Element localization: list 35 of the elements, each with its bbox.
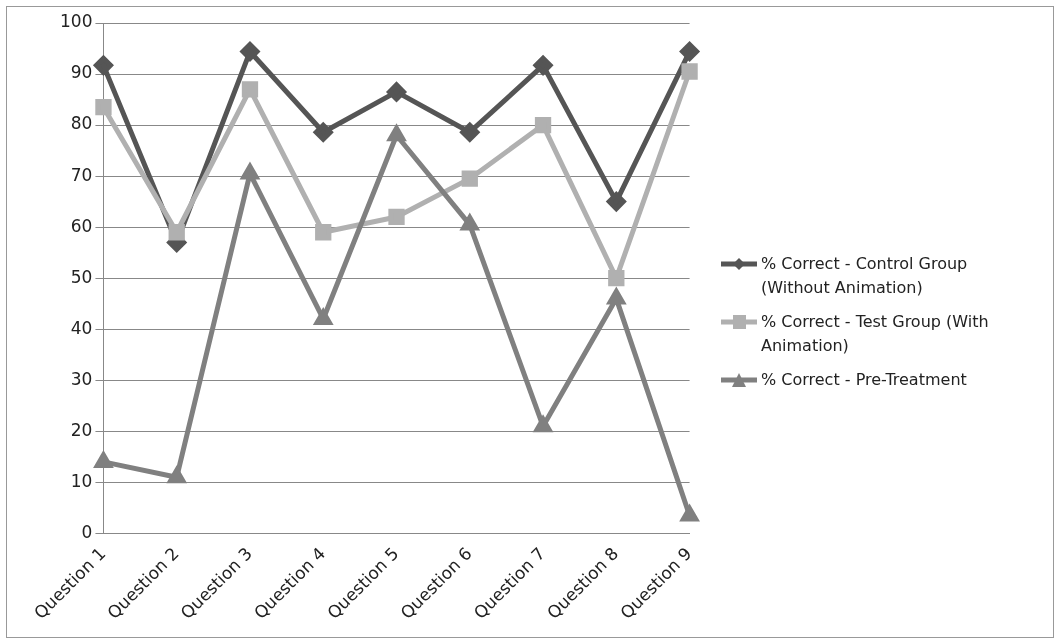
point (681, 63, 698, 80)
legend-label: % Correct - Control Group (Without Animation) (761, 253, 969, 299)
y-tick-label: 70 (70, 164, 93, 185)
y-tick-label: 80 (70, 113, 93, 134)
y-tick-label: 30 (70, 368, 93, 389)
y-tick-label: 50 (70, 266, 93, 287)
legend-label: % Correct - Pre-Treatment (761, 369, 968, 391)
point (460, 122, 480, 142)
point (240, 42, 260, 62)
y-tick-label: 10 (70, 470, 93, 491)
point (388, 208, 405, 226)
point (241, 81, 259, 98)
y-tick-label: 100 (59, 11, 93, 32)
point (168, 224, 185, 241)
y-tick-label: 20 (70, 419, 93, 440)
legend-label: % Correct - Test Group (With Animation) (761, 311, 990, 357)
point (94, 452, 113, 468)
point (534, 116, 552, 134)
point (461, 170, 478, 187)
point (533, 55, 553, 75)
y-tick-label: 90 (70, 62, 93, 83)
point (93, 55, 113, 75)
point (608, 270, 625, 287)
y-tick-label: 0 (81, 521, 93, 542)
point (680, 42, 700, 62)
point (315, 224, 332, 241)
point (387, 82, 407, 102)
point (532, 414, 554, 433)
y-tick-label: 60 (70, 215, 93, 236)
point (166, 465, 187, 484)
point (313, 122, 333, 142)
point (95, 99, 112, 116)
point (679, 503, 700, 522)
y-tick-label: 40 (70, 317, 93, 338)
point (606, 192, 626, 212)
